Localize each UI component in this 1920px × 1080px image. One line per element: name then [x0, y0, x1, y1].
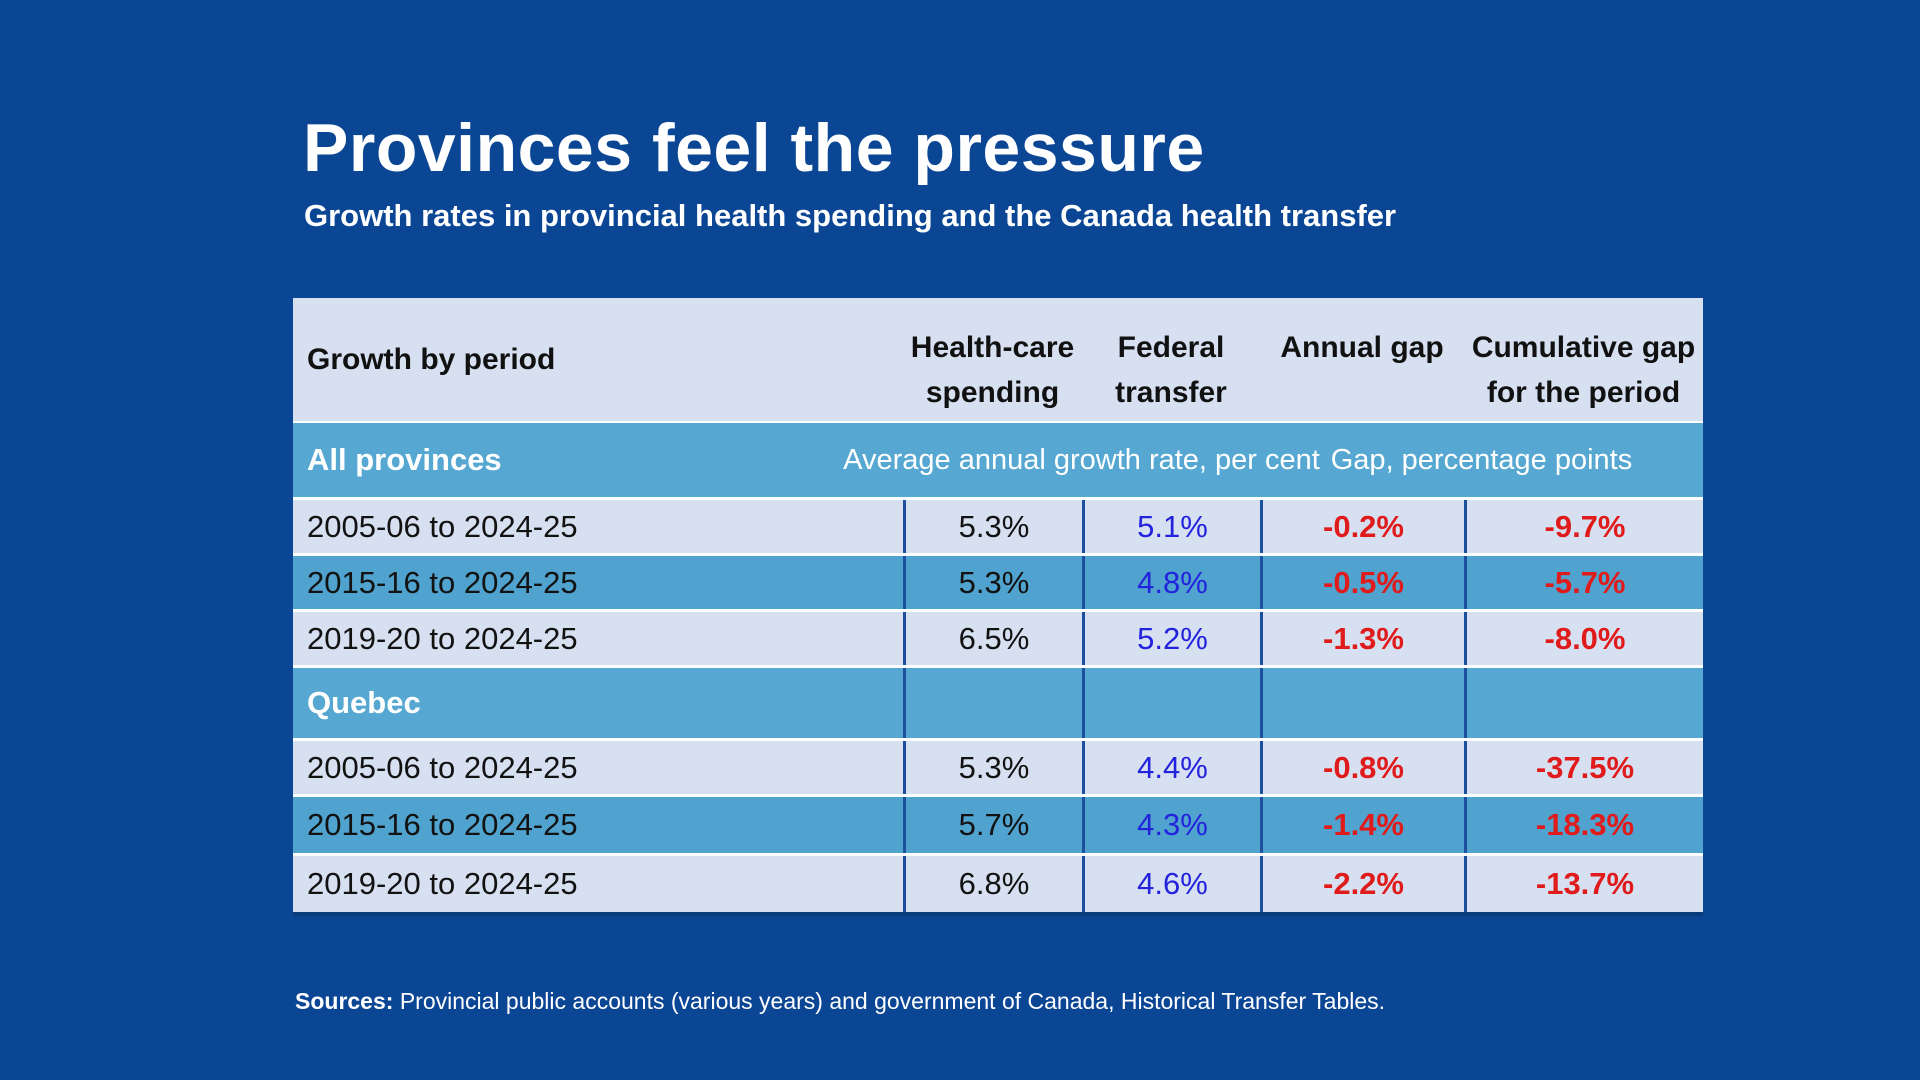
sources-text: Provincial public accounts (various year…	[393, 988, 1386, 1014]
column-header-line: Growth by period	[307, 343, 556, 376]
annual-gap-value: -2.2%	[1260, 856, 1464, 912]
sources-note: Sources: Provincial public accounts (var…	[295, 988, 1385, 1015]
column-header-line: Federal	[1117, 331, 1225, 364]
spending-value: 5.7%	[903, 797, 1082, 853]
column-header-line: transfer	[1115, 376, 1227, 409]
annual-gap-value: -1.3%	[1260, 612, 1464, 665]
table-row: 2005-06 to 2024-25 5.3% 4.4% -0.8% -37.5%	[293, 741, 1703, 794]
cumulative-gap-value: -13.7%	[1464, 856, 1703, 912]
table-row: 2015-16 to 2024-25 5.7% 4.3% -1.4% -18.3%	[293, 797, 1703, 853]
column-header-line: for the period	[1486, 376, 1681, 409]
transfer-value: 5.2%	[1082, 612, 1260, 665]
period-cell: 2019-20 to 2024-25	[307, 866, 578, 901]
table-header-row: Growth by period Health-care spending Feder…	[293, 298, 1703, 421]
cumulative-gap-value: -37.5%	[1464, 741, 1703, 794]
group-band-all-provinces: All provinces Average annual growth rate,…	[293, 423, 1703, 497]
period-cell: 2015-16 to 2024-25	[307, 807, 578, 842]
column-header-line: Cumulative gap	[1471, 331, 1696, 364]
transfer-value: 4.8%	[1082, 556, 1260, 609]
spending-value: 6.5%	[903, 612, 1082, 665]
gap-units-label: Gap, percentage points	[1330, 443, 1633, 476]
page-title: Provinces feel the pressure	[303, 110, 1205, 186]
health-spending-table: Growth by period Health-care spending Feder…	[293, 298, 1703, 916]
column-header-1: Health-care spending	[903, 298, 1082, 421]
page-subtitle: Growth rates in provincial health spendi…	[304, 198, 1397, 233]
empty-band-cell	[1260, 668, 1464, 738]
group-label: Quebec	[307, 685, 421, 720]
transfer-value: 4.6%	[1082, 856, 1260, 912]
period-cell: 2019-20 to 2024-25	[307, 620, 578, 656]
table-row: 2015-16 to 2024-25 5.3% 4.8% -0.5% -5.7%	[293, 556, 1703, 609]
column-header-2: Federal transfer	[1082, 298, 1260, 421]
cumulative-gap-value: -18.3%	[1464, 797, 1703, 853]
period-cell: 2005-06 to 2024-25	[307, 749, 578, 785]
annual-gap-value: -0.5%	[1260, 556, 1464, 609]
table-row: 2019-20 to 2024-25 6.8% 4.6% -2.2% -13.7%	[293, 856, 1703, 912]
transfer-value: 5.1%	[1082, 500, 1260, 553]
growth-units-label: Average annual growth rate, per cent	[843, 443, 1320, 476]
empty-band-cell	[1464, 668, 1703, 738]
annual-gap-value: -0.2%	[1260, 500, 1464, 553]
cumulative-gap-value: -5.7%	[1464, 556, 1703, 609]
period-cell: 2015-16 to 2024-25	[307, 564, 578, 600]
cumulative-gap-value: -8.0%	[1464, 612, 1703, 665]
empty-band-cell	[1082, 668, 1260, 738]
group-label: All provinces	[307, 442, 502, 477]
sources-label: Sources:	[295, 988, 394, 1014]
column-header-4: Cumulative gap for the period	[1464, 298, 1703, 421]
spending-value: 5.3%	[903, 500, 1082, 553]
spending-value: 6.8%	[903, 856, 1082, 912]
spending-value: 5.3%	[903, 741, 1082, 794]
table-row: 2019-20 to 2024-25 6.5% 5.2% -1.3% -8.0%	[293, 612, 1703, 665]
table-row: 2005-06 to 2024-25 5.3% 5.1% -0.2% -9.7%	[293, 500, 1703, 553]
transfer-value: 4.4%	[1082, 741, 1260, 794]
annual-gap-value: -1.4%	[1260, 797, 1464, 853]
spending-value: 5.3%	[903, 556, 1082, 609]
empty-band-cell	[903, 668, 1082, 738]
period-cell: 2005-06 to 2024-25	[307, 508, 578, 544]
column-header-line: spending	[925, 376, 1060, 409]
column-header-line: Health-care	[910, 331, 1075, 364]
annual-gap-value: -0.8%	[1260, 741, 1464, 794]
column-header-line: Annual gap	[1280, 331, 1444, 364]
transfer-value: 4.3%	[1082, 797, 1260, 853]
group-band-quebec: Quebec	[293, 668, 1703, 738]
column-header-0: Growth by period	[293, 298, 903, 421]
cumulative-gap-value: -9.7%	[1464, 500, 1703, 553]
column-header-3: Annual gap	[1260, 298, 1464, 421]
